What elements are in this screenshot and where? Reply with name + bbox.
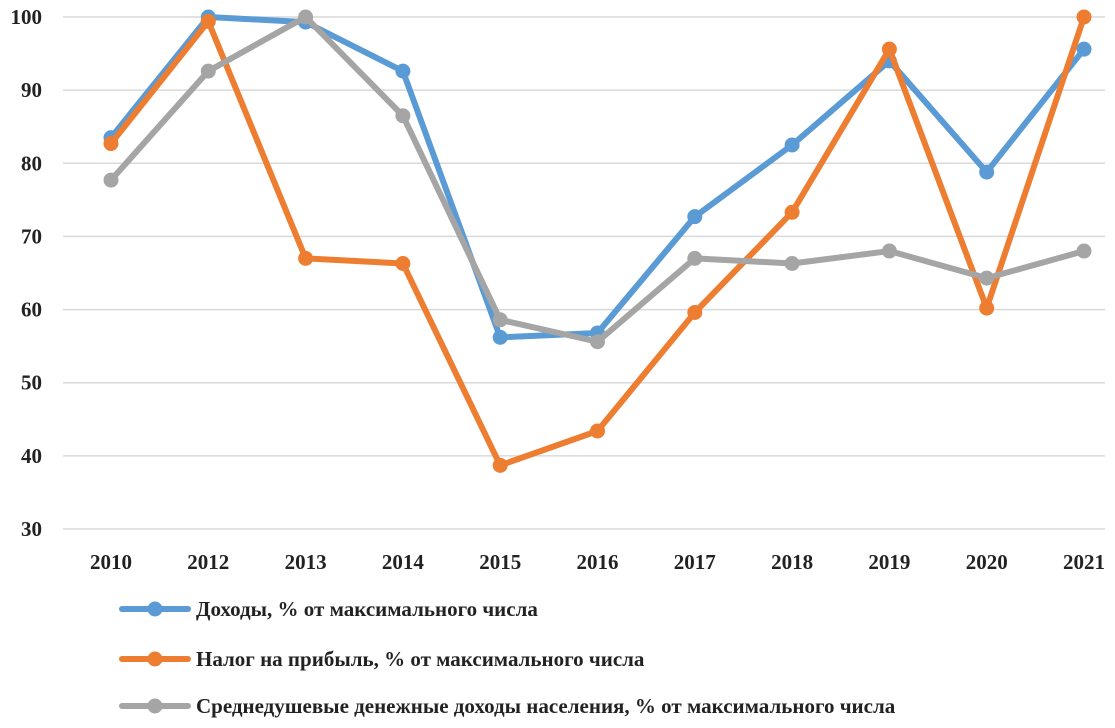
data-point: [200, 63, 216, 79]
legend-marker: [147, 601, 163, 617]
series-lines: [103, 9, 1092, 473]
x-tick-label: 2017: [674, 550, 716, 574]
data-point: [881, 41, 897, 57]
x-tick-label: 2012: [187, 550, 229, 574]
legend-marker: [147, 698, 163, 714]
y-tick-label: 80: [21, 151, 42, 175]
data-point: [492, 457, 508, 473]
x-tick-label: 2015: [479, 550, 521, 574]
data-point: [979, 300, 995, 316]
data-point: [784, 137, 800, 153]
legend-label: Доходы, % от максимального числа: [196, 597, 538, 621]
data-point: [590, 334, 605, 350]
legend-label: Налог на прибыль, % от максимального чис…: [196, 647, 645, 671]
series-2: [103, 9, 1092, 473]
y-tick-label: 30: [21, 517, 42, 541]
data-point: [492, 329, 508, 345]
x-tick-label: 2020: [966, 550, 1008, 574]
legend-item: Налог на прибыль, % от максимального чис…: [119, 647, 645, 671]
data-point: [687, 304, 703, 320]
x-tick-label: 2016: [577, 550, 619, 574]
y-tick-label: 70: [21, 224, 42, 248]
series-line: [108, 14, 1087, 469]
data-point: [298, 9, 314, 25]
legend-item: Среднедушевые денежные доходы населения,…: [119, 694, 896, 718]
data-point: [103, 172, 119, 188]
data-point: [1076, 41, 1092, 57]
data-point: [1076, 9, 1092, 25]
data-point: [492, 312, 508, 328]
data-point: [784, 255, 800, 271]
series-1: [103, 9, 1092, 345]
x-tick-label: 2019: [868, 550, 910, 574]
y-tick-label: 60: [21, 298, 42, 322]
data-point: [200, 13, 216, 29]
y-tick-label: 50: [21, 371, 42, 395]
data-point: [395, 63, 411, 79]
y-tick-label: 90: [21, 78, 42, 102]
data-point: [395, 255, 411, 271]
legend-marker: [147, 651, 163, 667]
legend: Доходы, % от максимального числа Налог на…: [119, 597, 896, 718]
data-point: [881, 243, 897, 259]
gridlines: [63, 16, 1105, 530]
data-point: [784, 204, 800, 220]
y-tick-label: 40: [21, 444, 42, 468]
data-point: [979, 270, 995, 286]
x-tick-label: 2014: [382, 550, 425, 574]
x-tick-label: 2018: [771, 550, 813, 574]
data-point: [1076, 243, 1092, 259]
data-point: [395, 108, 411, 124]
x-tick-label: 2021: [1063, 550, 1105, 574]
data-point: [103, 136, 119, 152]
data-point: [687, 250, 703, 266]
y-axis-ticks: 30 40 50 60 70 80 90 100: [11, 5, 43, 541]
data-point: [979, 164, 995, 180]
x-axis-ticks: 2010 2012 2013 2014 2015 2016 2017 2018 2019 2020…: [90, 550, 1105, 574]
y-tick-label: 100: [11, 5, 43, 29]
legend-item: Доходы, % от максимального числа: [119, 597, 538, 621]
data-point: [590, 423, 605, 439]
series-3: [103, 9, 1092, 350]
legend-label: Среднедушевые денежные доходы населения,…: [196, 694, 896, 718]
x-tick-label: 2013: [285, 550, 327, 574]
x-tick-label: 2010: [90, 550, 132, 574]
data-point: [298, 250, 314, 266]
data-point: [687, 209, 703, 225]
